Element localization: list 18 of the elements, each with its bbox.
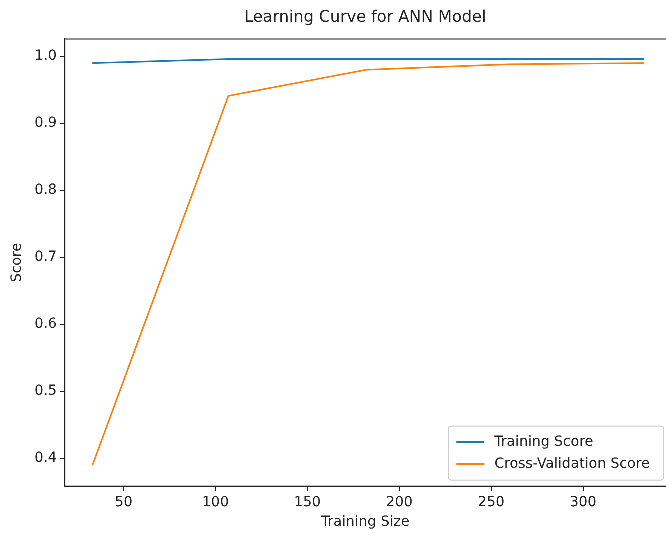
x-tick-label: 200 <box>386 494 413 510</box>
x-axis-title: Training Size <box>320 514 410 530</box>
legend-label: Training Score <box>494 434 594 450</box>
chart-title: Learning Curve for ANN Model <box>244 6 486 26</box>
x-tick-label: 300 <box>570 494 597 510</box>
y-tick-label: 0.8 <box>34 182 58 198</box>
y-tick-label: 0.7 <box>34 249 58 266</box>
y-tick-label: 0.9 <box>34 115 58 132</box>
y-tick-label: 0.4 <box>34 450 58 466</box>
y-axis-title: Score <box>9 243 26 282</box>
y-tick-label: 1.0 <box>34 48 58 64</box>
x-tick-label: 100 <box>202 494 230 510</box>
x-tick-label: 150 <box>294 494 322 510</box>
x-tick-label: 250 <box>478 494 505 510</box>
x-tick-label: 50 <box>114 494 133 510</box>
y-tick-label: 0.5 <box>34 382 58 399</box>
y-tick-label: 0.6 <box>34 316 58 332</box>
legend-label: Cross-Validation Score <box>494 456 650 472</box>
